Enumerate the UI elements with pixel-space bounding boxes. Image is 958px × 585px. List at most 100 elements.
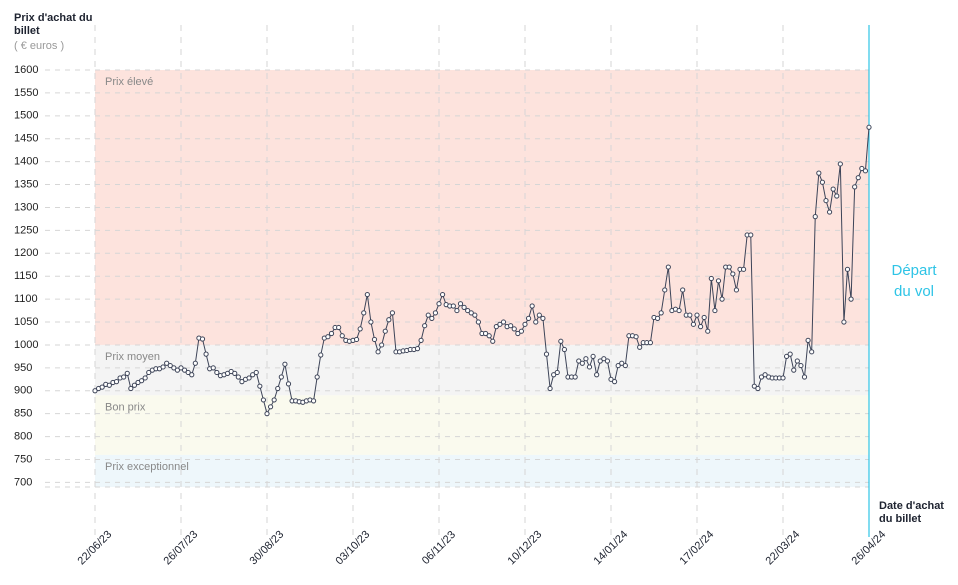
price-point [271,397,277,403]
price-point [622,362,628,369]
price-point [314,374,320,380]
price-point [361,310,367,316]
price-point [278,374,284,380]
price-point [310,398,317,404]
price-point [490,338,496,344]
price-point [235,374,241,380]
y-tick-label: 800 [14,430,32,442]
price-point [819,179,826,185]
price-point [465,307,471,314]
price-point [518,328,525,334]
price-point [511,326,517,332]
price-point [594,372,600,378]
price-point [540,315,546,321]
y-tick-label: 850 [14,408,32,420]
price-point [805,337,811,343]
price-band [95,454,869,487]
price-point [138,378,145,384]
price-point [579,360,585,366]
price-point [468,310,474,316]
price-point [561,346,568,353]
y-tick-label: 900 [14,385,32,397]
price-point [637,344,643,350]
y-tick-label: 950 [14,362,32,374]
price-point [246,375,252,381]
price-point [708,275,714,282]
price-point [285,381,292,387]
price-point [174,367,181,373]
price-point [852,184,858,190]
x-axis-title: Date d'achat du billet [879,500,944,525]
price-point [422,323,428,329]
price-point [257,383,263,389]
price-point [106,382,112,388]
y-tick-label: 1300 [14,201,38,213]
price-point [454,307,460,314]
y-tick-label: 1200 [14,247,38,259]
y-tick-label: 1000 [14,339,38,351]
price-point [576,358,582,364]
price-point [844,266,851,272]
price-point [841,319,847,325]
price-point [113,379,120,385]
price-point [439,291,446,298]
price-point [99,384,105,390]
price-point [554,369,560,376]
price-point [536,312,542,318]
price-point [633,334,639,340]
price-point [124,370,130,376]
price-point [558,338,564,344]
band-label: Prix élevé [105,76,153,88]
price-point [475,319,482,325]
price-point [726,264,732,270]
annotation: Départ du vol [891,262,937,300]
price-point [508,323,514,329]
price-point [461,304,467,310]
price-point [250,372,256,378]
price-point [339,333,345,339]
price-point [654,315,661,321]
price-point [787,351,793,357]
price-point [522,321,528,327]
price-point [232,370,238,376]
price-point [801,374,808,380]
price-point [834,193,840,199]
price-point [687,312,693,318]
price-point [755,385,761,392]
price-point [382,328,388,334]
price-point [171,365,177,371]
price-point [694,312,700,318]
price-point [192,360,198,366]
price-point [203,351,209,357]
price-point [583,356,589,362]
price-point [837,161,843,167]
price-point [515,330,521,337]
y-tick-label: 1350 [14,178,38,190]
price-point [131,382,138,388]
y-tick-label: 1050 [14,316,38,328]
price-point [450,303,456,309]
price-point [214,369,220,376]
price-point [160,364,166,370]
price-point [701,314,707,321]
price-point [328,330,335,337]
price-point [619,360,625,366]
price-point [167,362,173,369]
price-point [325,334,331,340]
price-point [318,352,324,358]
y-tick-label: 1400 [14,156,38,168]
price-point [425,312,431,318]
price-point [733,287,740,293]
price-point [375,349,381,355]
y-tick-label: 1550 [14,87,38,99]
price-band [95,344,869,396]
price-point [705,328,711,334]
price-point [783,353,790,360]
price-point [601,356,607,362]
price-point [282,361,288,367]
price-point [715,278,722,284]
price-point [357,326,363,332]
price-point [500,319,507,325]
price-point [486,333,492,339]
